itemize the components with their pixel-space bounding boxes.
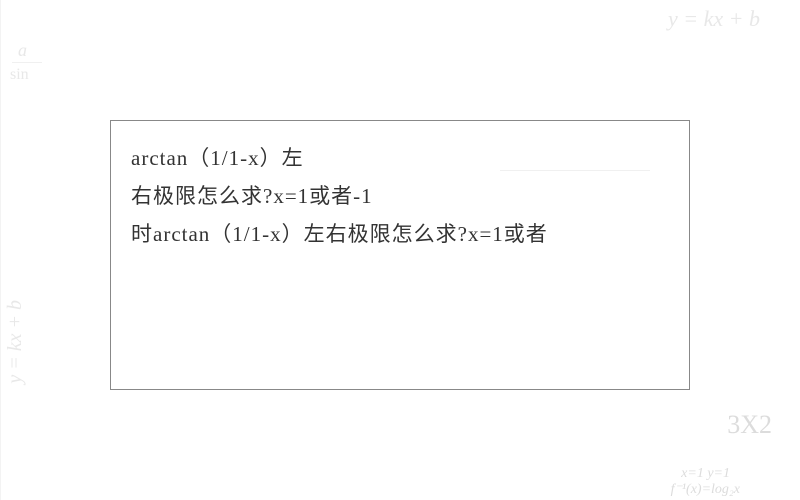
bg-linear-top: y = kx + b (668, 6, 760, 32)
bg-axis-y (0, 0, 1, 500)
bg-formula-inv: f⁻¹(x)=log₂x (671, 481, 740, 498)
bg-frac-den: sin (10, 66, 29, 84)
question-text: arctan（1/1-x）左 右极限怎么求?x=1或者-1 时arctan（1/… (131, 139, 669, 253)
bg-formula-xy: x=1 y=1 (681, 466, 730, 482)
q-line3: 时arctan（1/1-x）左右极限怎么求?x=1或者 (131, 222, 548, 246)
bg-frac-num: a (18, 40, 27, 61)
question-box: arctan（1/1-x）左 右极限怎么求?x=1或者-1 时arctan（1/… (110, 120, 690, 390)
bg-linear-left: y = kx + b (4, 300, 27, 384)
bg-corner-3x2: 3X2 (727, 410, 772, 440)
bg-frac-bar (12, 62, 42, 63)
q-line2: 右极限怎么求?x=1或者-1 (131, 184, 373, 208)
q-line1: arctan（1/1-x）左 (131, 146, 304, 170)
